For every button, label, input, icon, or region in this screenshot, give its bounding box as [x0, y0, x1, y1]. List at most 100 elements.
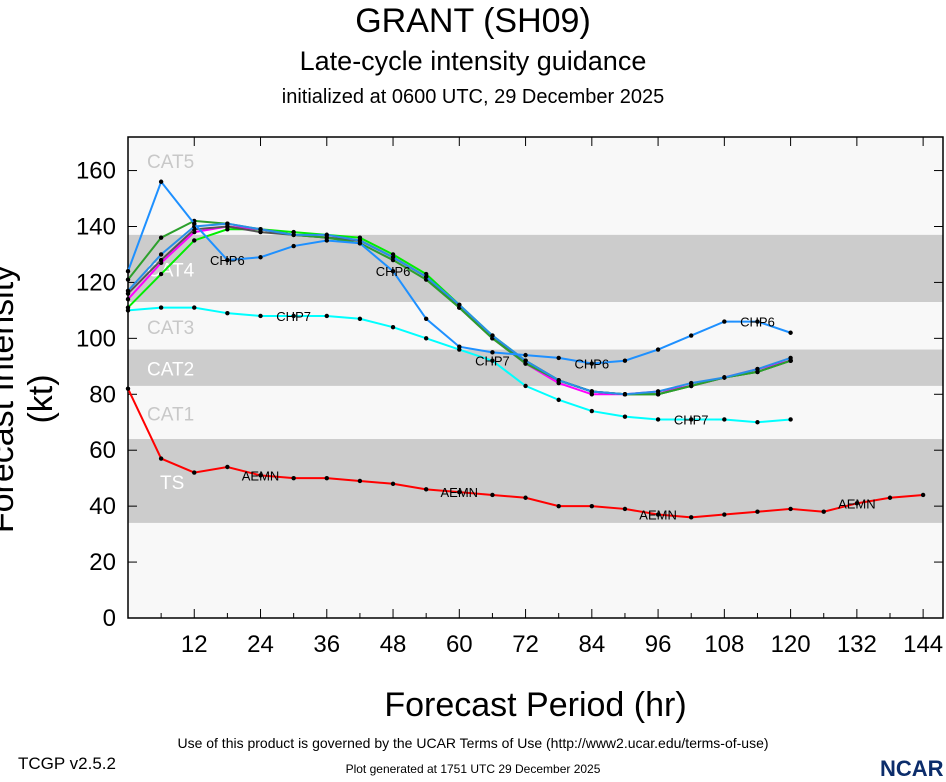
data-point: [556, 503, 561, 509]
data-point: [291, 475, 296, 481]
data-point: [788, 506, 793, 512]
version-label: TCGP v2.5.2: [18, 754, 116, 773]
data-point: [523, 352, 528, 358]
data-point: [589, 389, 595, 394]
data-point: [158, 235, 164, 240]
data-point: [655, 417, 661, 422]
x-tick-label: 108: [704, 631, 744, 658]
series-label: CHP6: [574, 357, 609, 372]
data-point: [390, 481, 396, 486]
data-point: [655, 389, 661, 394]
x-tick-label: 12: [181, 631, 208, 658]
data-point: [291, 243, 296, 249]
data-point: [457, 347, 462, 352]
x-tick-label: 120: [771, 631, 811, 658]
data-point: [125, 277, 131, 282]
data-point: [755, 420, 760, 425]
data-point: [125, 288, 131, 294]
data-point: [423, 487, 429, 492]
x-tick-label: 132: [837, 631, 877, 658]
data-point: [655, 512, 661, 517]
band-label: CAT1: [147, 404, 194, 425]
data-point: [689, 515, 694, 520]
chart-subtitle: Late-cycle intensity guidance: [299, 46, 647, 76]
series-label: CHP6: [740, 315, 775, 330]
data-point: [788, 330, 793, 335]
data-point: [390, 324, 396, 330]
data-point: [523, 358, 528, 363]
x-tick-label: 60: [446, 631, 473, 658]
data-point: [158, 271, 164, 277]
series-label: CHP7: [674, 412, 709, 427]
ncar-logo: NCAR: [880, 756, 944, 781]
data-point: [788, 417, 793, 422]
x-tick-label: 36: [313, 631, 340, 658]
data-point: [722, 512, 727, 517]
data-point: [258, 227, 263, 232]
data-point: [490, 333, 495, 338]
data-point: [324, 238, 329, 243]
data-point: [225, 464, 230, 470]
x-tick-label: 72: [512, 631, 539, 658]
data-point: [357, 478, 363, 484]
data-point: [423, 316, 429, 321]
data-point: [622, 506, 628, 512]
data-point: [556, 397, 561, 403]
data-point: [722, 375, 727, 380]
y-tick-label: 140: [76, 213, 116, 240]
data-point: [556, 378, 561, 383]
data-point: [357, 241, 363, 246]
x-tick-label: 24: [247, 631, 274, 658]
band-label: CAT5: [147, 152, 194, 173]
data-point: [390, 255, 396, 260]
chart-title: GRANT (SH09): [355, 2, 591, 40]
x-axis-label: Forecast Period (hr): [384, 686, 687, 724]
data-point: [258, 255, 263, 260]
data-point: [324, 232, 329, 238]
y-tick-label: 60: [89, 437, 116, 464]
y-tick-label: 120: [76, 269, 116, 296]
data-point: [821, 509, 826, 514]
data-point: [788, 355, 793, 361]
data-point: [324, 313, 329, 319]
data-point: [689, 333, 694, 338]
data-point: [158, 179, 164, 184]
y-tick-label: 20: [89, 549, 116, 576]
y-tick-label: 160: [76, 158, 116, 185]
data-point: [887, 495, 893, 500]
data-point: [755, 366, 760, 372]
x-tick-label: 48: [380, 631, 407, 658]
data-point: [225, 257, 230, 263]
data-point: [390, 269, 396, 274]
series-label: AEMN: [441, 485, 479, 500]
series-label: CHP6: [376, 264, 411, 279]
y-tick-label: 40: [89, 493, 116, 520]
data-point: [689, 380, 694, 386]
x-tick-label: 84: [578, 631, 605, 658]
data-point: [854, 501, 860, 506]
y-axis-label: Forecast Intensity (kt): [0, 264, 60, 534]
y-tick-label: 80: [89, 381, 116, 408]
series-label: CHP7: [475, 354, 510, 369]
data-point: [490, 350, 495, 355]
terms-of-use[interactable]: Use of this product is governed by the U…: [177, 735, 769, 751]
band-cat4: [128, 234, 943, 302]
data-point: [722, 319, 727, 324]
data-point: [722, 417, 727, 422]
data-point: [324, 475, 329, 481]
data-point: [225, 221, 230, 226]
data-point: [125, 296, 131, 302]
series-label: CHP6: [210, 253, 245, 268]
data-point: [125, 269, 131, 274]
data-point: [357, 316, 363, 321]
data-point: [158, 252, 164, 257]
data-point: [622, 414, 628, 419]
y-tick-label: 0: [103, 605, 116, 632]
data-point: [192, 238, 197, 243]
data-point: [192, 305, 197, 310]
band-ts: [128, 439, 943, 523]
data-point: [457, 489, 462, 495]
data-point: [655, 347, 661, 352]
x-tick-label: 144: [903, 631, 943, 658]
y-tick-label: 100: [76, 325, 116, 352]
